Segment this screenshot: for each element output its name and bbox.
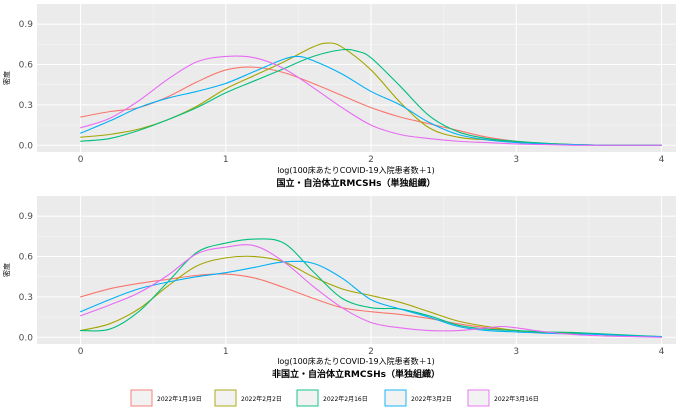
x-axis-label: log(100床あたりCOVID-19入院患者数＋1) <box>277 356 435 366</box>
legend-label: 2022年2月16日 <box>323 395 368 403</box>
x-tick-label: 3 <box>513 155 519 165</box>
legend-item[interactable]: 2022年3月2日 <box>384 389 452 407</box>
x-tick-label: 3 <box>513 347 519 357</box>
chart-title: 国立・自治体立RMCSHs（単独組織） <box>276 177 435 189</box>
legend-label: 2022年1月19日 <box>157 395 202 403</box>
legend-key <box>214 389 237 407</box>
legend-item[interactable]: 2022年2月16日 <box>296 389 368 407</box>
x-tick-label: 2 <box>368 155 374 165</box>
x-tick-labels: 0 1 2 3 4 <box>78 347 665 357</box>
y-axis-label: 密度 <box>2 263 11 277</box>
gridlines <box>37 196 676 344</box>
plot-panel <box>37 196 676 344</box>
x-tick-label: 0 <box>78 155 84 165</box>
y-tick-label: 0.9 <box>19 20 34 30</box>
legend-key <box>130 389 153 407</box>
y-tick-label: 0.6 <box>19 253 34 263</box>
legend-label: 2022年3月16日 <box>494 395 539 403</box>
legend-key <box>467 389 490 407</box>
chart-non-national-public: 0.0 0.3 0.6 0.9 0 1 2 3 4 密度 log(100床あたりCOVID-1… <box>2 196 676 380</box>
y-tick-label: 0.6 <box>19 61 34 71</box>
x-tick-label: 4 <box>659 347 665 357</box>
y-tick-labels: 0.0 0.3 0.6 0.9 <box>19 212 34 343</box>
x-tick-label: 4 <box>659 155 665 165</box>
series-line <box>80 55 663 146</box>
series-line <box>80 55 663 146</box>
x-axis-label: log(100床あたりCOVID-19入院患者数＋1) <box>277 165 435 175</box>
legend-item[interactable]: 2022年2月2日 <box>214 389 282 407</box>
legend-item[interactable]: 2022年1月19日 <box>130 389 202 407</box>
y-tick-label: 0.9 <box>19 212 34 222</box>
x-tick-label: 0 <box>78 347 84 357</box>
series-line <box>80 255 663 338</box>
y-axis-label: 密度 <box>2 71 11 85</box>
y-tick-labels: 0.0 0.3 0.6 0.9 <box>19 20 34 151</box>
legend-key <box>384 389 407 407</box>
chart-national-public: 0.0 0.3 0.6 0.9 0 1 2 3 4 密度 log(100床あたりCOVID-1… <box>2 4 676 189</box>
x-tick-labels: 0 1 2 3 4 <box>78 155 665 165</box>
series-line <box>80 238 663 338</box>
density-lines <box>80 238 663 338</box>
y-tick-label: 0.3 <box>19 101 33 111</box>
y-tick-label: 0.3 <box>19 293 33 303</box>
y-tick-label: 0.0 <box>19 333 34 343</box>
legend-item[interactable]: 2022年3月16日 <box>467 389 539 407</box>
density-lines <box>80 42 663 146</box>
chart-title: 非国立・自治体立RMCSHs（単独組織） <box>272 368 440 380</box>
x-tick-label: 1 <box>223 155 229 165</box>
plot-panel <box>37 4 676 152</box>
legend-key <box>296 389 319 407</box>
x-tick-label: 1 <box>223 347 229 357</box>
legend-label: 2022年3月2日 <box>411 395 452 403</box>
legend-label: 2022年2月2日 <box>241 395 282 403</box>
series-line <box>80 244 663 338</box>
y-tick-label: 0.0 <box>19 141 34 151</box>
x-tick-label: 2 <box>368 347 374 357</box>
legend: 2022年1月19日 2022年2月2日 2022年2月16日 2022年3月2… <box>130 389 539 407</box>
